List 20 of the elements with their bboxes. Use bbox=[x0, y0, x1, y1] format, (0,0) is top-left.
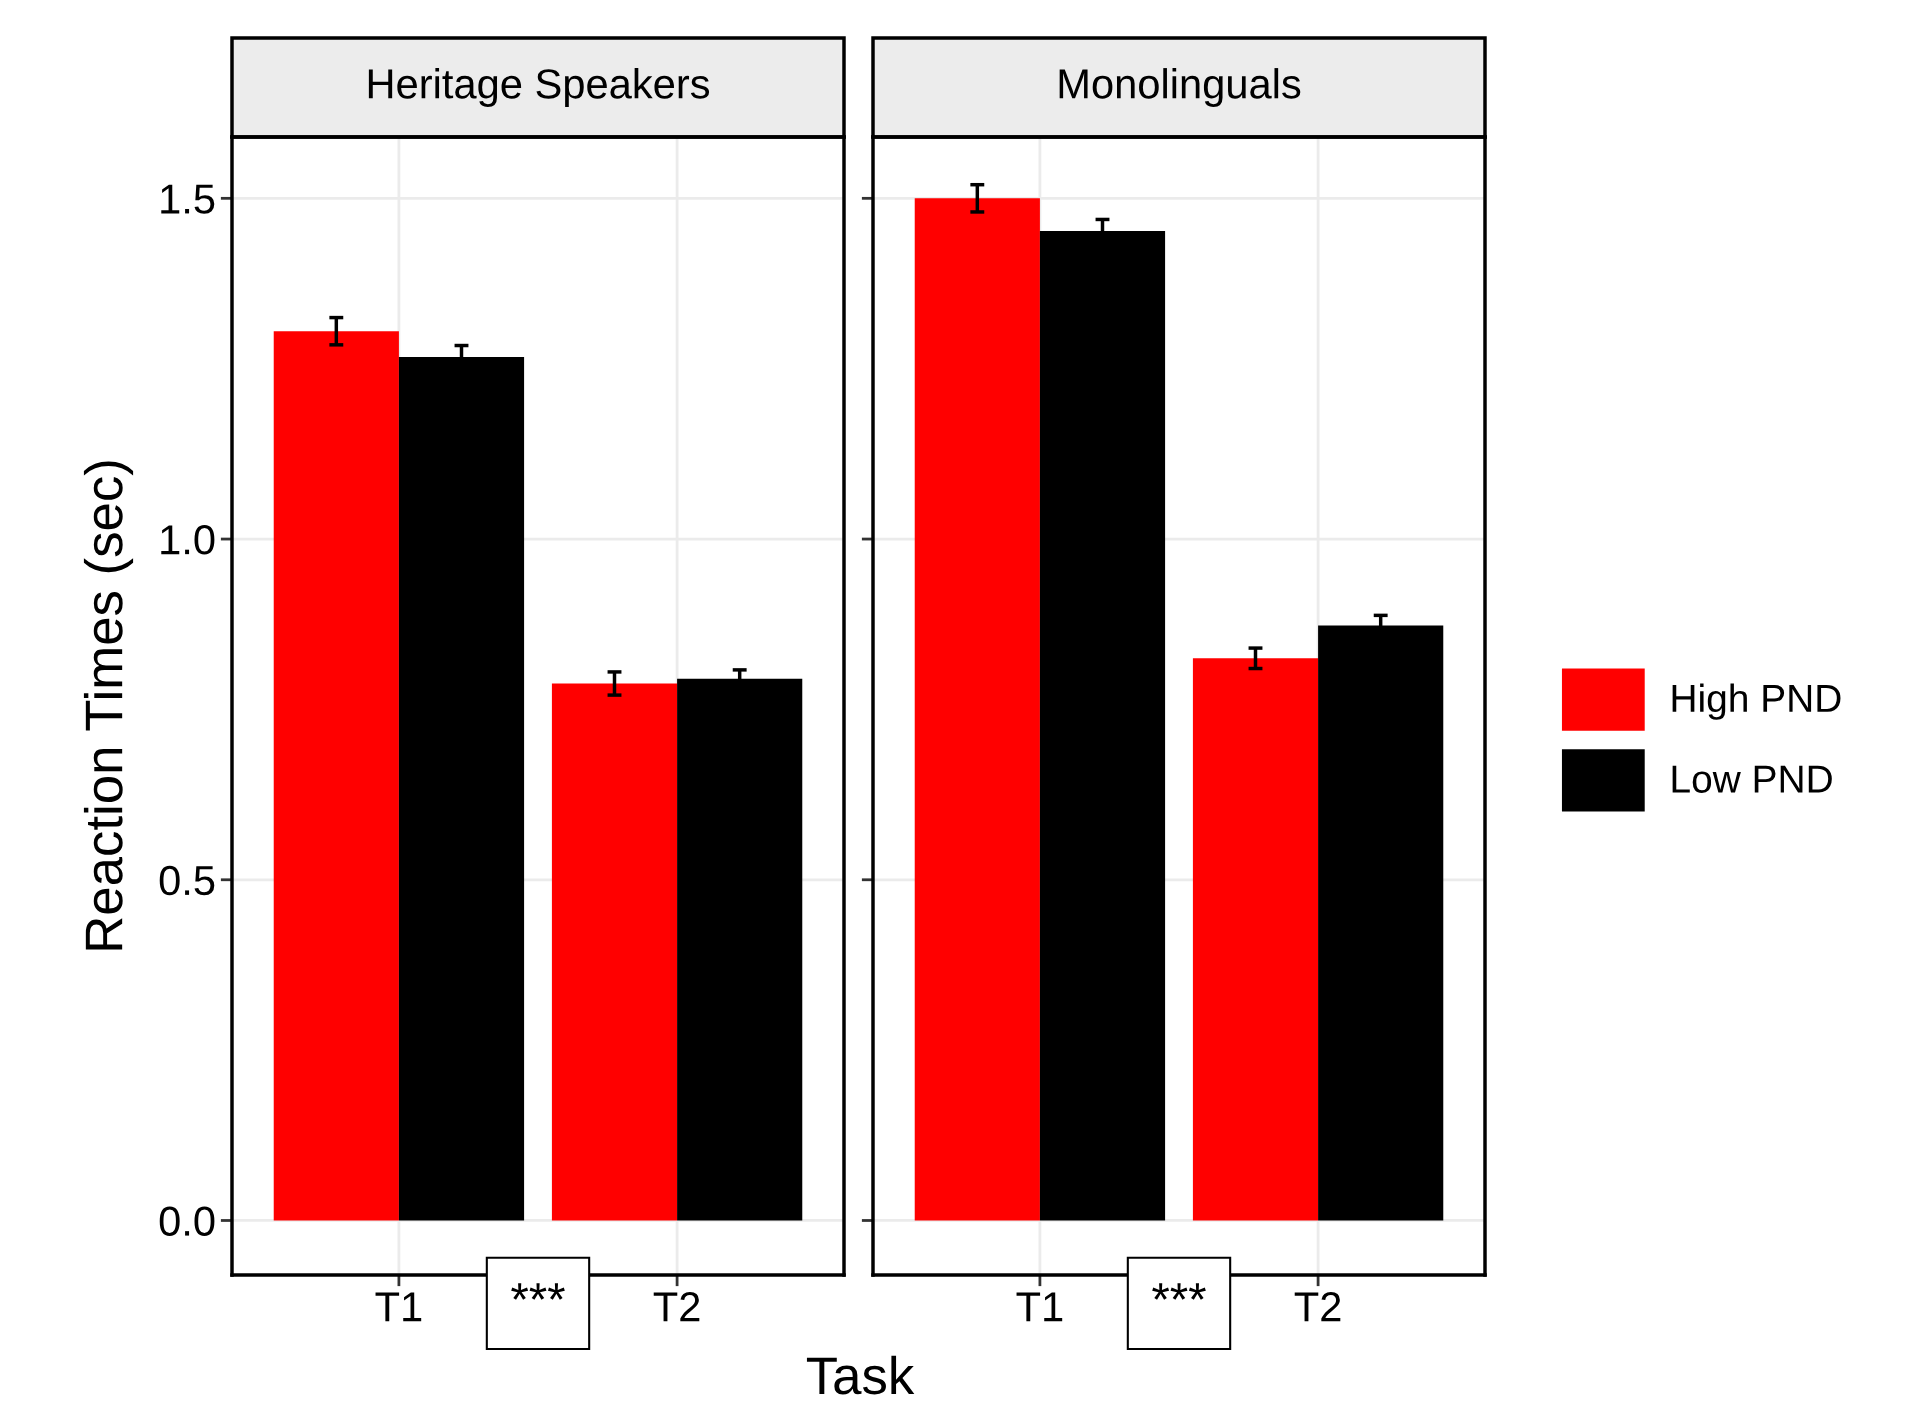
bar bbox=[273, 331, 399, 1221]
bar bbox=[914, 198, 1040, 1221]
chart-title: Monolinguals bbox=[1059, 68, 1301, 107]
y-tick-label: 1.0 bbox=[161, 525, 215, 555]
chart-title: Heritage Speakers bbox=[368, 68, 710, 107]
legend-label: High PND bbox=[1672, 683, 1841, 720]
x-tick-label: T2 bbox=[1294, 1292, 1341, 1322]
x-axis-title: Task bbox=[806, 1355, 915, 1395]
y-tick-label: 0.5 bbox=[159, 865, 215, 896]
x-tick-label: T2 bbox=[653, 1292, 700, 1322]
text: *** bbox=[511, 1283, 565, 1300]
x-tick-label: T1 bbox=[1016, 1292, 1063, 1322]
text: *** bbox=[1152, 1283, 1206, 1300]
legend-label: Low PND bbox=[1672, 765, 1832, 793]
bar bbox=[1192, 658, 1319, 1221]
y-tick-label: 0.0 bbox=[159, 1206, 215, 1236]
x-tick-label: T1 bbox=[375, 1292, 422, 1322]
y-tick-label: 1.5 bbox=[161, 184, 215, 214]
bar bbox=[551, 683, 678, 1221]
y-axis-title: Reaction Times (sec) bbox=[83, 461, 134, 950]
